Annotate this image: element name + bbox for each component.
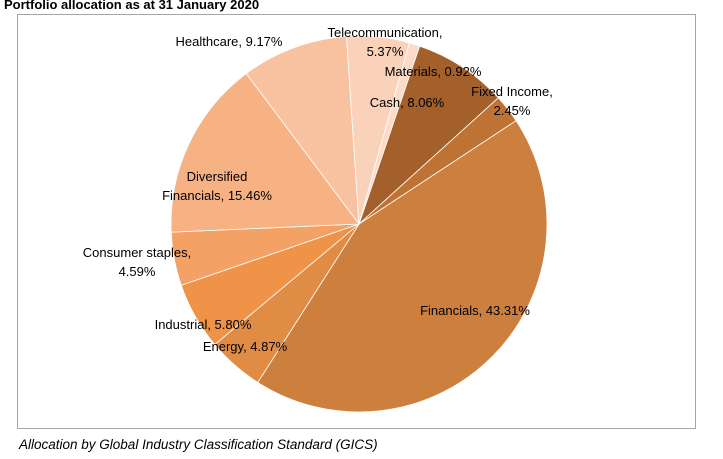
chart-caption: Allocation by Global Industry Classifica…	[19, 437, 378, 452]
pie-slice-materials	[358, 42, 421, 225]
slice-label-financials: Financials, 43.31%	[420, 303, 530, 318]
slice-label-materials: Materials, 0.92%	[385, 64, 482, 79]
slice-label-healthcare: Healthcare, 9.17%	[176, 34, 283, 49]
slice-label-telecommunication: Telecommunication, 5.37%	[328, 25, 443, 59]
slice-label-consumer-staples: Consumer staples, 4.59%	[83, 245, 191, 279]
pie-slice-healthcare	[245, 35, 360, 226]
pie-slices	[170, 35, 548, 413]
slice-labels: Financials, 43.31% Energy, 4.87% Industria…	[83, 25, 553, 354]
pie-slice-financials	[257, 120, 548, 413]
slice-label-industrial: Industrial, 5.80%	[155, 317, 252, 332]
chart-title: Portfolio allocation as at 31 January 20…	[4, 0, 260, 12]
slice-label-fixed-income: Fixed Income, 2.45%	[471, 84, 553, 118]
pie-slice-cash	[358, 45, 499, 226]
slice-label-energy: Energy, 4.87%	[203, 339, 288, 354]
slice-label-diversified-financials: Diversified Financials, 15.46%	[162, 169, 272, 203]
slice-label-cash: Cash, 8.06%	[370, 95, 445, 110]
pie-slice-diversified-financials	[170, 72, 360, 233]
